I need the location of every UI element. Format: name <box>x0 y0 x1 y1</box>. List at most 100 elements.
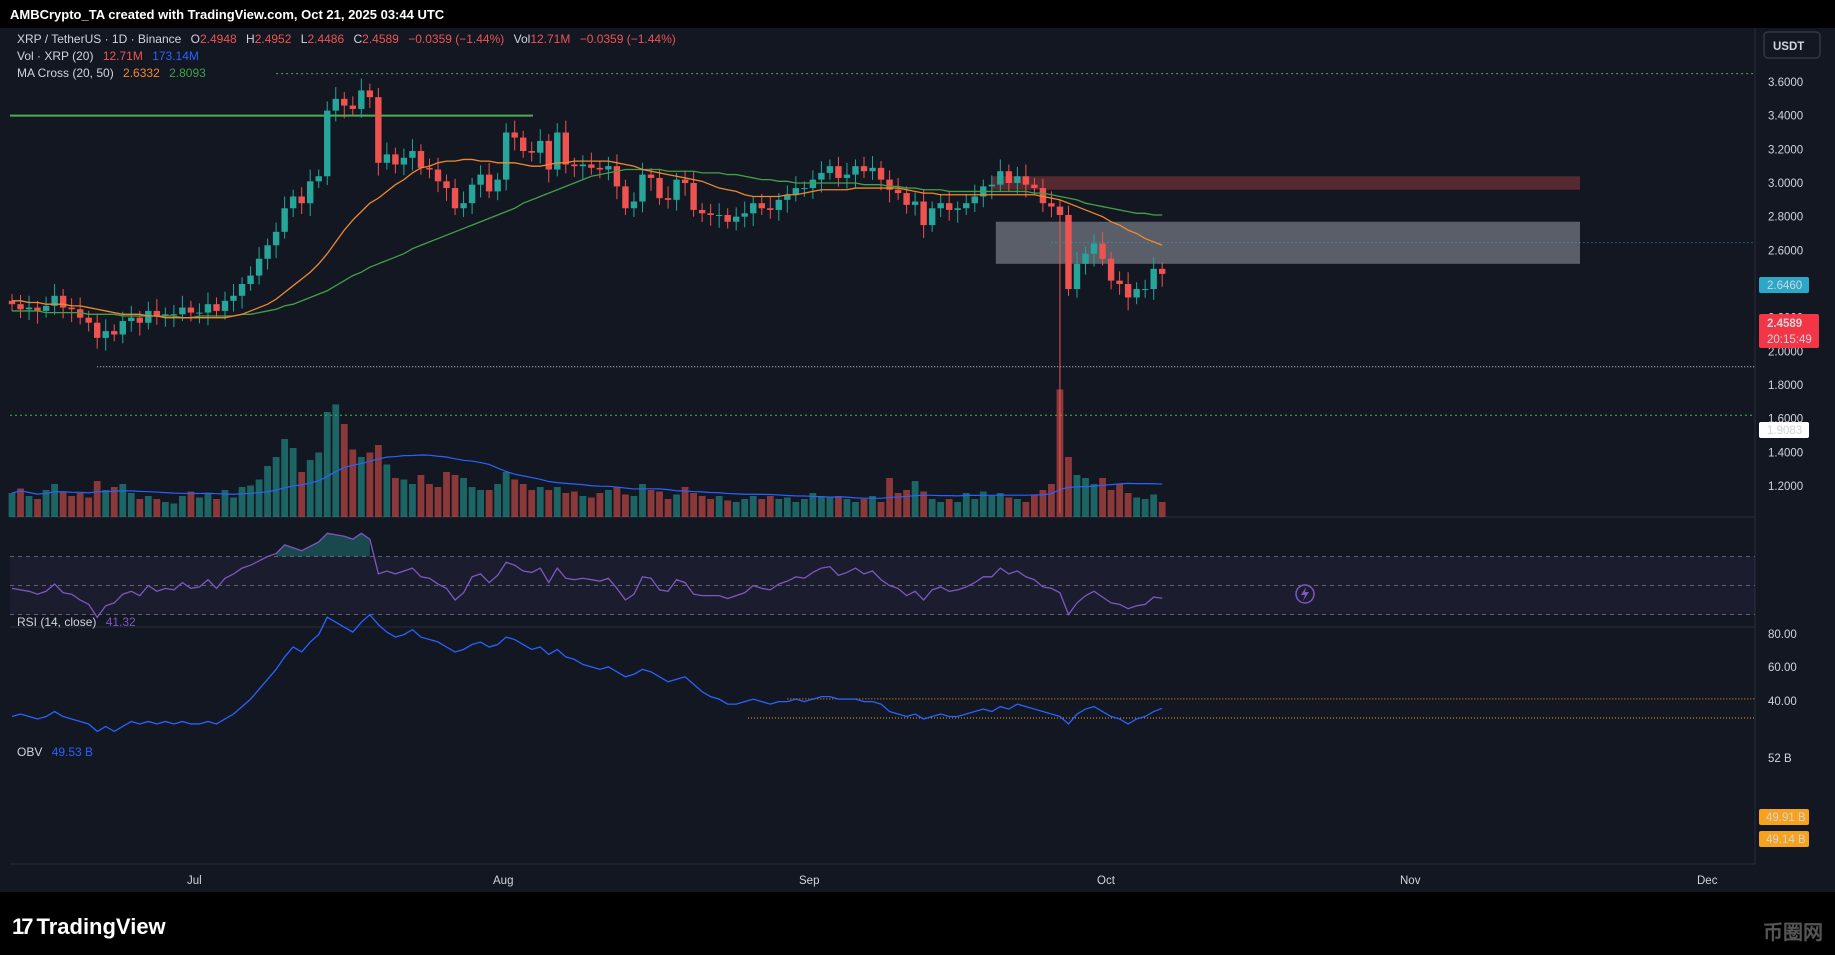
candle[interactable] <box>341 98 348 106</box>
candle[interactable] <box>494 179 501 192</box>
tradingview-logo[interactable]: 17 TradingView <box>12 914 166 940</box>
candle[interactable] <box>238 284 246 296</box>
candle[interactable] <box>545 140 552 170</box>
candle[interactable] <box>588 164 595 168</box>
candle[interactable] <box>1039 188 1047 204</box>
candle[interactable] <box>400 157 408 165</box>
candle[interactable] <box>451 188 459 209</box>
candle[interactable] <box>1022 176 1030 185</box>
candle[interactable] <box>332 98 339 111</box>
candle[interactable] <box>426 167 433 170</box>
currency-button[interactable] <box>1763 31 1821 59</box>
candle[interactable] <box>997 171 1004 185</box>
candle[interactable] <box>443 181 450 189</box>
candle[interactable] <box>1124 284 1132 298</box>
candle[interactable] <box>843 174 851 178</box>
candle[interactable] <box>221 300 229 311</box>
candle[interactable] <box>502 132 510 180</box>
candle[interactable] <box>1090 243 1098 254</box>
candle[interactable] <box>1031 184 1038 189</box>
candle[interactable] <box>903 193 910 205</box>
candle[interactable] <box>85 317 92 323</box>
candle[interactable] <box>128 317 135 322</box>
candle[interactable] <box>937 203 944 209</box>
candle[interactable] <box>767 208 774 210</box>
candle[interactable] <box>170 314 178 316</box>
candle[interactable] <box>298 196 305 204</box>
candle[interactable] <box>289 196 297 209</box>
candle[interactable] <box>358 90 365 109</box>
candle[interactable] <box>818 172 825 180</box>
candle[interactable] <box>758 203 765 209</box>
candle[interactable] <box>76 309 84 318</box>
candle[interactable] <box>690 183 697 210</box>
candle[interactable] <box>954 208 961 210</box>
candle[interactable] <box>724 214 731 222</box>
candle[interactable] <box>281 208 288 232</box>
candle[interactable] <box>1099 243 1106 259</box>
candle[interactable] <box>25 307 33 310</box>
candle[interactable] <box>656 177 663 199</box>
candle[interactable] <box>17 304 24 310</box>
candle[interactable] <box>145 310 152 323</box>
candle[interactable] <box>613 166 621 187</box>
candles[interactable] <box>8 78 1166 513</box>
candle[interactable] <box>51 295 58 306</box>
candle[interactable] <box>187 307 195 313</box>
candle[interactable] <box>1116 280 1123 284</box>
candle[interactable] <box>520 137 527 152</box>
candle[interactable] <box>886 179 893 190</box>
candle[interactable] <box>562 132 569 165</box>
candle[interactable] <box>698 209 706 214</box>
candle[interactable] <box>928 208 936 226</box>
candle[interactable] <box>511 132 518 138</box>
candle[interactable] <box>715 214 723 216</box>
candle[interactable] <box>1150 268 1157 290</box>
candle[interactable] <box>877 167 885 180</box>
candle[interactable] <box>750 203 757 214</box>
candle[interactable] <box>664 198 672 200</box>
candle[interactable] <box>963 203 970 209</box>
candle[interactable] <box>571 164 578 167</box>
candle[interactable] <box>869 167 876 172</box>
candle[interactable] <box>579 164 587 167</box>
candle[interactable] <box>707 213 714 215</box>
candle[interactable] <box>34 307 41 311</box>
candle[interactable] <box>94 322 101 338</box>
candle[interactable] <box>42 305 50 311</box>
candle[interactable] <box>366 90 374 98</box>
candle[interactable] <box>434 169 442 182</box>
candle[interactable] <box>1159 268 1166 274</box>
candle[interactable] <box>809 179 817 189</box>
candle[interactable] <box>681 179 689 183</box>
candle[interactable] <box>835 166 842 178</box>
candle[interactable] <box>733 216 740 222</box>
candle[interactable] <box>741 213 748 217</box>
candle[interactable] <box>971 196 978 204</box>
candle[interactable] <box>946 203 953 210</box>
candle[interactable] <box>213 304 220 311</box>
candle[interactable] <box>153 310 161 316</box>
candle[interactable] <box>315 176 322 182</box>
candle[interactable] <box>801 188 808 190</box>
candle[interactable] <box>1005 171 1013 183</box>
candle[interactable] <box>1107 258 1115 281</box>
candle[interactable] <box>375 97 382 163</box>
candle[interactable] <box>417 151 425 168</box>
candle[interactable] <box>383 154 391 163</box>
candle[interactable] <box>111 331 118 335</box>
candle[interactable] <box>204 304 212 313</box>
candle[interactable] <box>349 105 356 109</box>
candle[interactable] <box>460 203 467 209</box>
candle[interactable] <box>119 321 126 335</box>
lightning-icon[interactable] <box>1295 584 1315 604</box>
candle[interactable] <box>102 331 109 338</box>
candle[interactable] <box>894 189 902 194</box>
candle[interactable] <box>162 314 169 316</box>
currency-button-label[interactable]: USDT <box>1773 41 1804 53</box>
candle[interactable] <box>852 166 859 175</box>
candle[interactable] <box>528 151 535 153</box>
candle[interactable] <box>324 110 331 177</box>
candle[interactable] <box>673 179 680 200</box>
candle[interactable] <box>630 201 638 209</box>
